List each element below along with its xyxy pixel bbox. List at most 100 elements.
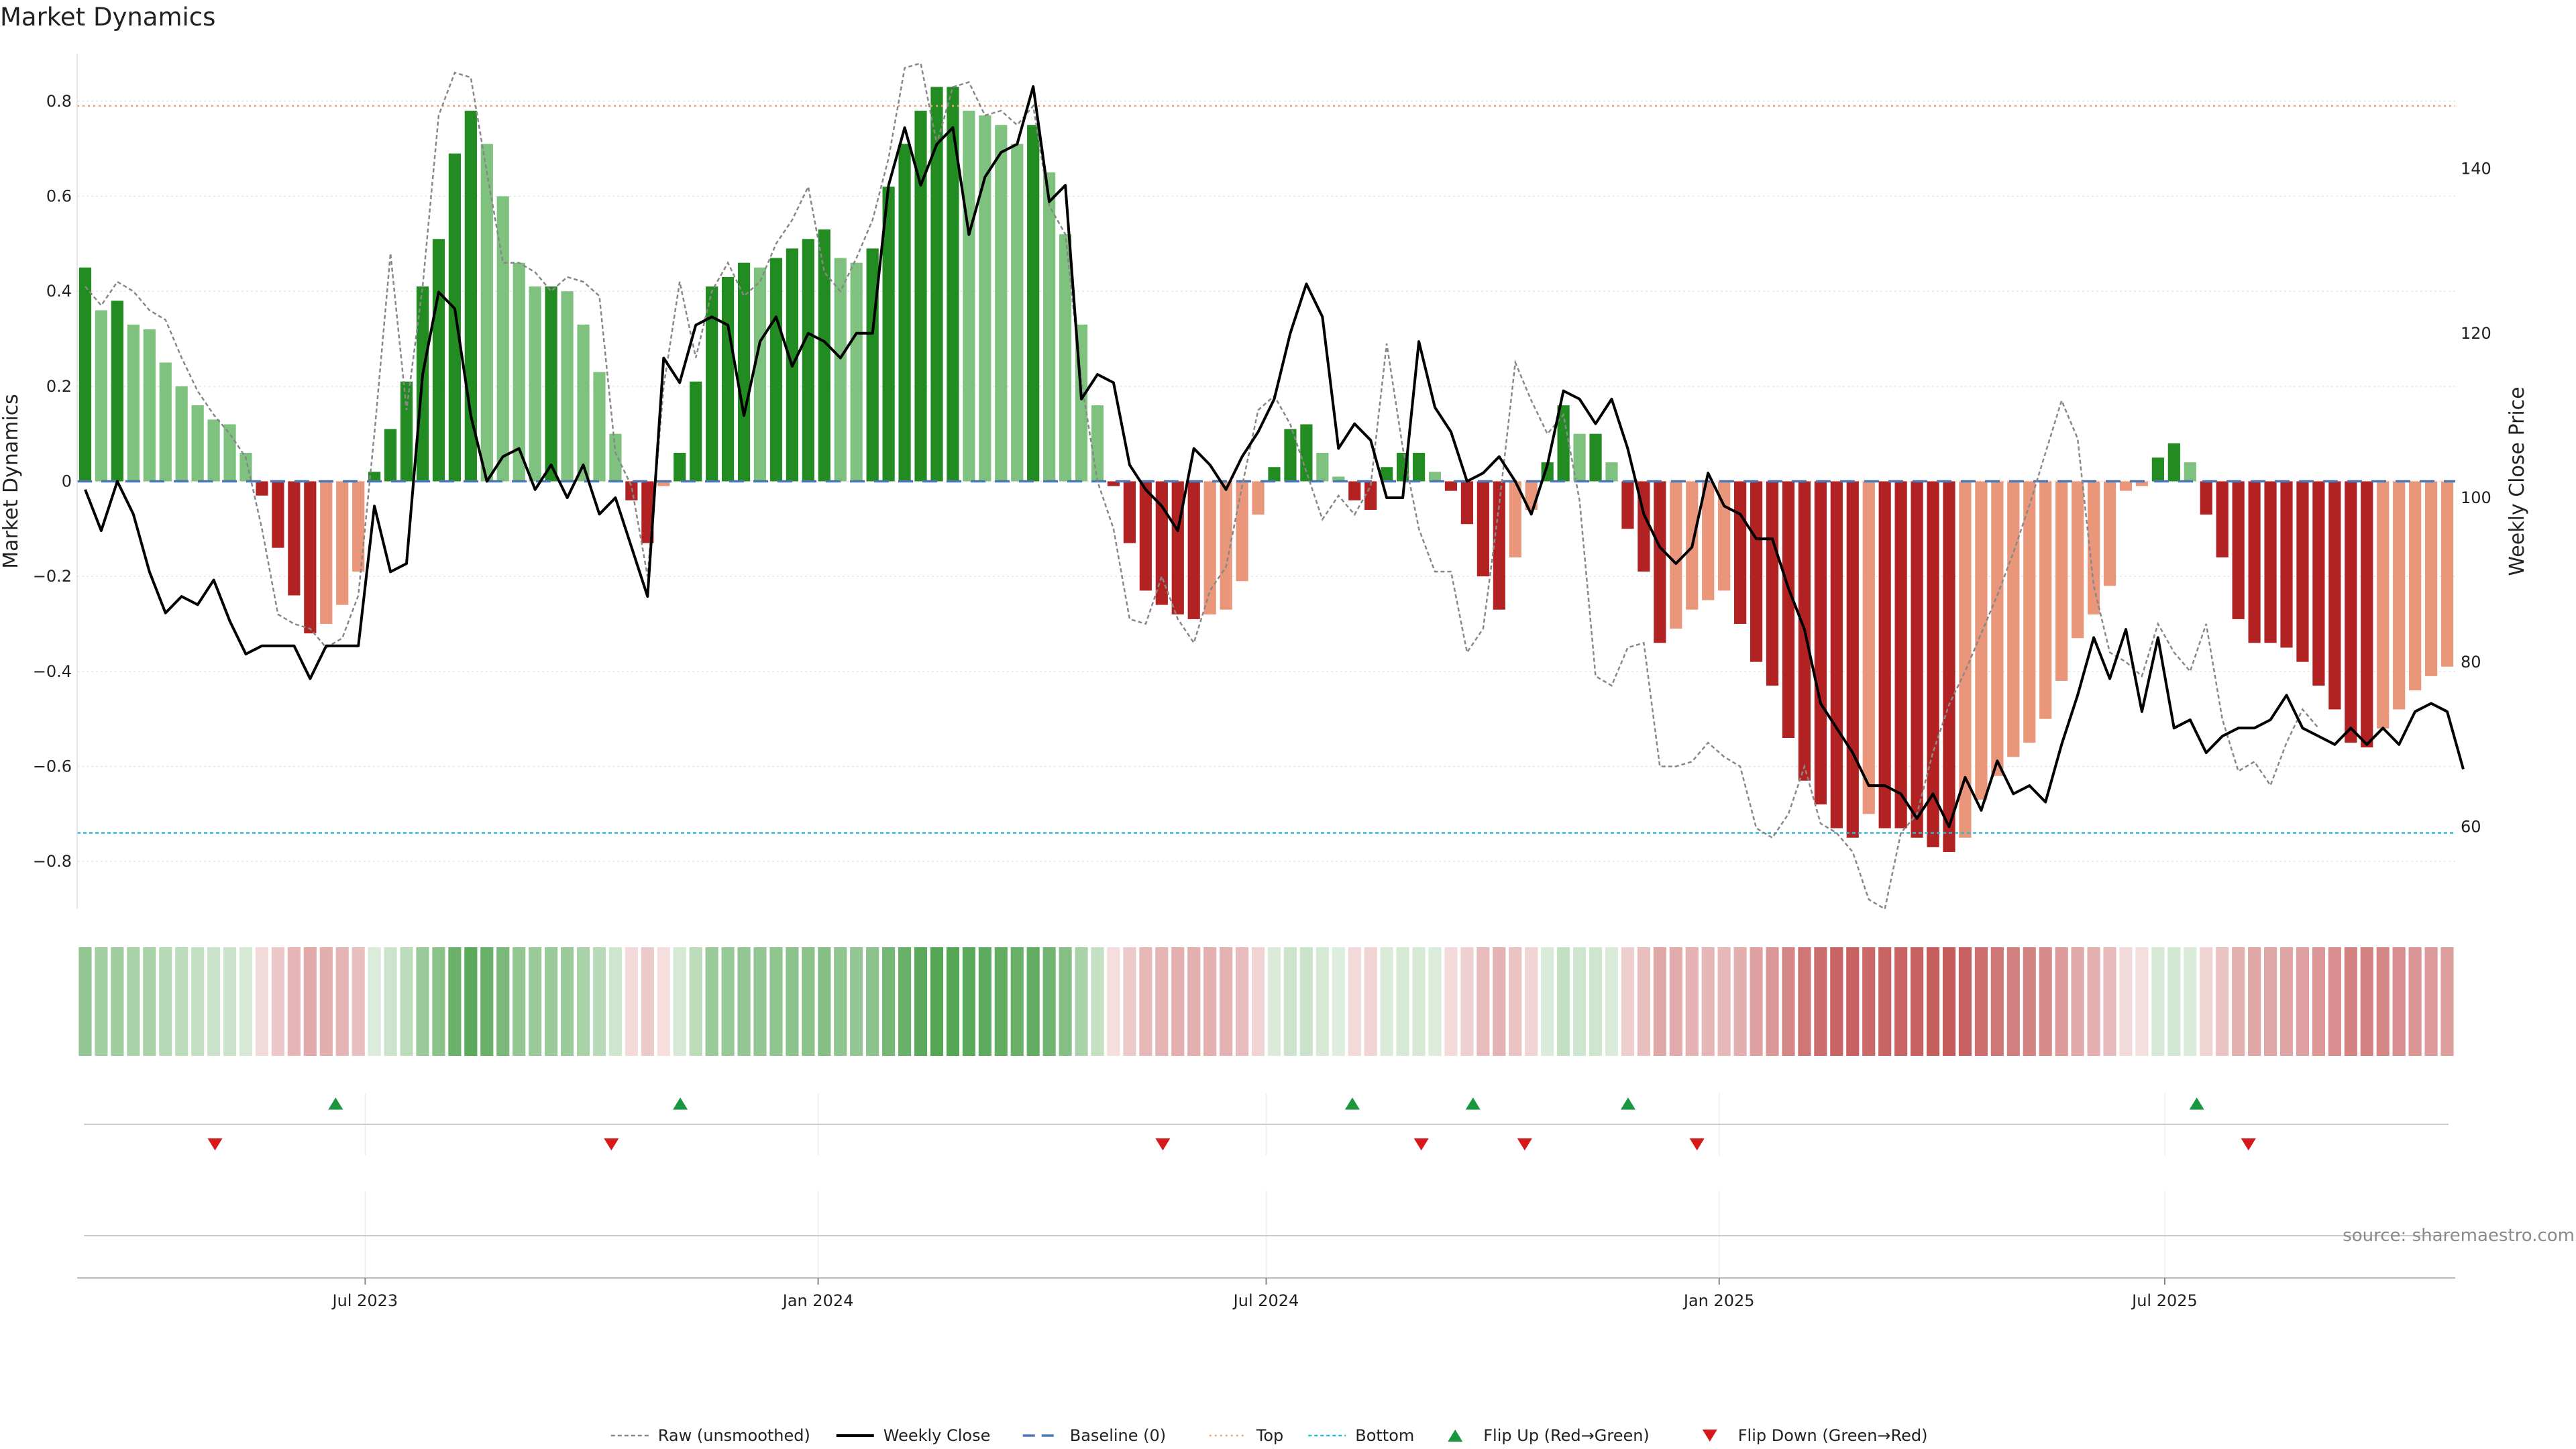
bar (1268, 467, 1281, 482)
bar (1991, 481, 2004, 776)
heat-cell (818, 947, 831, 1056)
heat-cell (2263, 947, 2277, 1056)
bar (1621, 481, 1634, 529)
bar (2312, 481, 2325, 686)
heat-cell (1091, 947, 1104, 1056)
heatmap-strip (78, 947, 2454, 1056)
bar (159, 362, 172, 482)
heat-cell (480, 947, 494, 1056)
heat-cell (159, 947, 172, 1056)
bar (2119, 481, 2133, 491)
heat-cell (1251, 947, 1265, 1056)
heat-cell (191, 947, 205, 1056)
bar (1123, 481, 1136, 543)
heat-cell (2184, 947, 2197, 1056)
bar (207, 419, 220, 482)
bar (882, 186, 895, 482)
heat-cell (2023, 947, 2036, 1056)
y-tick-label: 0.6 (46, 187, 72, 206)
raw-line (85, 62, 2320, 910)
heat-cell (545, 947, 558, 1056)
bar (1943, 481, 1955, 852)
bar (1702, 481, 1715, 600)
bar (352, 481, 365, 572)
bar (1878, 481, 1891, 828)
heat-cell (930, 947, 944, 1056)
flip-up-marker (673, 1097, 688, 1110)
heat-cell (1235, 947, 1249, 1056)
heat-cell (1380, 947, 1393, 1056)
close-series (84, 85, 2465, 828)
bar (1766, 481, 1779, 686)
y2-tick-label: 120 (2461, 324, 2491, 343)
legend-label: Weekly Close (883, 1426, 991, 1445)
bar (143, 329, 156, 482)
heat-cell (946, 947, 960, 1056)
heat-cell (737, 947, 751, 1056)
bar (1975, 481, 1988, 800)
heat-cell (608, 947, 622, 1056)
bar (818, 229, 830, 482)
heat-cell (1926, 947, 1940, 1056)
bar (2328, 481, 2341, 710)
bar (1316, 453, 1329, 482)
bar (545, 286, 557, 482)
bar (1011, 144, 1024, 482)
heat-cell (2135, 947, 2149, 1056)
x-tick-label: Jan 2025 (1682, 1291, 1755, 1310)
bar (1412, 453, 1426, 482)
bar (1091, 405, 1104, 482)
heat-cell (1525, 947, 1538, 1056)
bar (1236, 481, 1248, 582)
bar (78, 267, 92, 482)
bar (1911, 481, 1923, 838)
legend-label: Flip Down (Green→Red) (1738, 1426, 1928, 1445)
bar (384, 429, 397, 482)
legend-label: Baseline (0) (1070, 1426, 1166, 1445)
y2-tick-label: 60 (2461, 817, 2481, 836)
heat-cell (2006, 947, 2020, 1056)
legend-label: Raw (unsmoothed) (658, 1426, 810, 1445)
bar (2072, 481, 2084, 639)
heat-cell (432, 947, 445, 1056)
bar (1059, 234, 1072, 482)
bar (1814, 481, 1827, 805)
heat-cell (1123, 947, 1136, 1056)
heat-cell (2103, 947, 2116, 1056)
x-tick-label: Jul 2023 (331, 1291, 398, 1310)
heat-cell (1460, 947, 1474, 1056)
heat-cell (1299, 947, 1313, 1056)
flip-markers-panel (84, 1093, 2449, 1155)
heat-cell (1220, 947, 1233, 1056)
bar (2103, 481, 2116, 586)
bar (1927, 481, 1939, 847)
legend-item-top: Top (1209, 1426, 1283, 1445)
bar (2135, 481, 2149, 486)
bar (2409, 481, 2422, 691)
heat-cell (753, 947, 767, 1056)
legend-label: Flip Up (Red→Green) (1483, 1426, 1650, 1445)
bar (753, 267, 767, 482)
y2-axis-label: Weekly Close Price (2506, 386, 2529, 576)
bar (2055, 481, 2068, 681)
heat-cell (2408, 947, 2422, 1056)
bar (432, 239, 445, 482)
heat-cell (721, 947, 735, 1056)
heat-cell (1637, 947, 1650, 1056)
heat-cell (769, 947, 783, 1056)
bar (127, 324, 140, 482)
y-axis-left: −0.8 −0.6 −0.4 −0.2 0 0.2 0.4 0.6 0.8 (33, 54, 78, 909)
heat-cell (529, 947, 542, 1056)
bar (1332, 476, 1345, 482)
bar (111, 301, 123, 482)
bar (256, 481, 268, 496)
heat-cell (2248, 947, 2261, 1056)
heat-cell (384, 947, 397, 1056)
bar (1171, 481, 1184, 614)
heat-cell (689, 947, 702, 1056)
bar (529, 286, 541, 482)
heat-cell (592, 947, 606, 1056)
flip-down-marker (604, 1138, 619, 1150)
heat-cell (368, 947, 381, 1056)
bar (995, 125, 1008, 482)
